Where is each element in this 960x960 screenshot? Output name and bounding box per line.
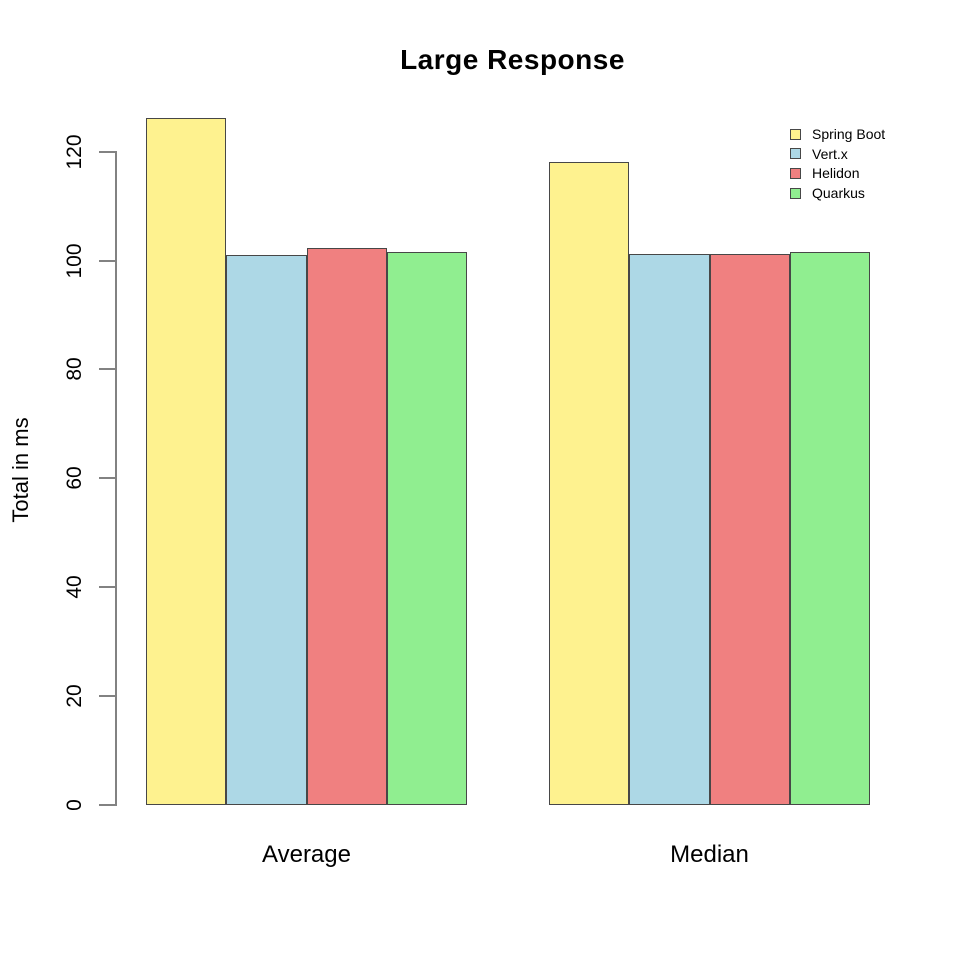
y-axis-tick xyxy=(99,694,117,697)
legend-label: Vert.x xyxy=(812,145,848,162)
legend-label: Quarkus xyxy=(812,185,865,202)
legend-swatch-icon xyxy=(790,167,801,179)
legend-swatch-icon xyxy=(790,148,801,160)
bar-helidon-median xyxy=(709,254,790,805)
y-axis-tick xyxy=(99,803,117,806)
y-tick-label: 40 xyxy=(63,575,86,599)
legend-label: Helidon xyxy=(812,165,860,182)
y-tick-label: 0 xyxy=(63,798,86,811)
legend-item-quarkus: Quarkus xyxy=(790,185,865,201)
bar-quarkus-average xyxy=(386,251,467,805)
y-tick-label: 120 xyxy=(63,134,86,170)
bar-helidon-average xyxy=(306,247,387,805)
legend-item-spring-boot: Spring Boot xyxy=(790,126,885,142)
legend-swatch-icon xyxy=(790,128,801,140)
legend-item-vert-x: Vert.x xyxy=(790,146,848,162)
y-axis-tick xyxy=(99,477,117,480)
bar-spring-boot-median xyxy=(549,161,630,805)
legend-item-helidon: Helidon xyxy=(790,165,859,181)
legend-label: Spring Boot xyxy=(812,126,886,142)
legend-swatch-icon xyxy=(790,187,801,199)
x-category-label-median: Median xyxy=(670,841,749,868)
y-axis-tick xyxy=(99,150,117,153)
y-axis-label: Total in ms xyxy=(8,417,33,523)
y-axis-tick xyxy=(99,585,117,588)
bar-quarkus-median xyxy=(789,252,870,805)
y-tick-label: 80 xyxy=(63,357,86,381)
chart-title: Large Response xyxy=(400,44,625,75)
bar-spring-boot-average xyxy=(146,118,227,805)
y-tick-label: 100 xyxy=(63,242,86,279)
bar-vert-x-median xyxy=(629,253,710,805)
y-tick-label: 60 xyxy=(63,466,86,490)
y-tick-label: 20 xyxy=(63,684,86,708)
bar-vert-x-average xyxy=(226,254,307,805)
x-category-label-average: Average xyxy=(262,841,351,868)
y-axis-tick xyxy=(99,368,117,371)
y-axis-tick xyxy=(99,259,117,262)
